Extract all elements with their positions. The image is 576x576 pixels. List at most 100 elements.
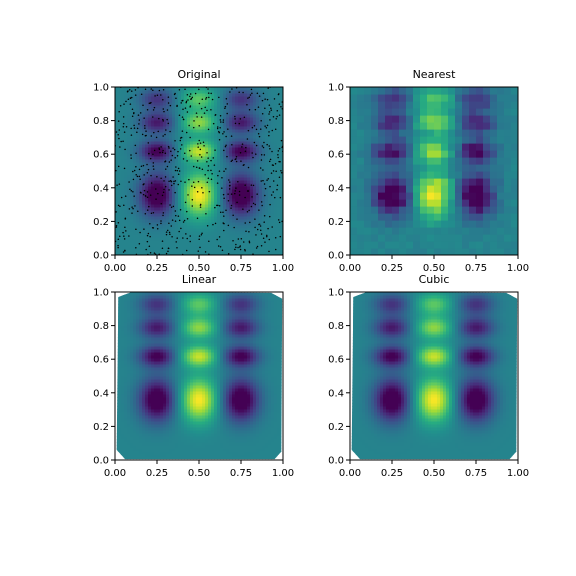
heatmap-cell: [115, 150, 119, 154]
heatmap-cell: [130, 391, 134, 395]
heatmap-cell: [256, 213, 260, 217]
heatmap-cell: [483, 136, 491, 144]
heatmap-cell: [118, 216, 122, 220]
sample-point: [262, 179, 264, 182]
heatmap-cell: [371, 122, 379, 130]
heatmap-cell: [145, 249, 149, 253]
heatmap-cell: [220, 231, 224, 235]
heatmap-cell: [268, 171, 272, 175]
heatmap-cell: [157, 147, 161, 151]
heatmap-cell: [420, 220, 428, 228]
heatmap-cell: [202, 135, 206, 139]
sample-point: [179, 208, 182, 211]
heatmap-cell: [406, 157, 414, 165]
heatmap-cell: [274, 201, 278, 205]
heatmap-cell: [241, 156, 245, 160]
heatmap-cell: [268, 252, 272, 255]
heatmap-cell: [148, 165, 152, 169]
heatmap-cell: [190, 192, 194, 196]
heatmap-cell: [280, 222, 283, 226]
heatmap-cell: [250, 132, 254, 136]
heatmap-cell: [139, 391, 143, 395]
sample-point: [230, 160, 233, 163]
sample-point: [185, 101, 187, 104]
sample-point: [277, 153, 279, 156]
heatmap-cell: [121, 252, 125, 255]
heatmap-cell: [504, 185, 512, 193]
heatmap-cell: [127, 328, 131, 332]
heatmap-cell: [241, 111, 245, 115]
sample-point: [229, 181, 231, 183]
heatmap-cell: [262, 105, 266, 109]
heatmap-cell: [232, 153, 236, 157]
sample-point: [246, 104, 248, 106]
heatmap-cell: [268, 108, 272, 112]
x-tick-label: 0.75: [230, 263, 252, 274]
heatmap-cell: [133, 198, 137, 202]
heatmap-cell: [160, 180, 164, 184]
heatmap-cell: [455, 192, 463, 200]
sample-point: [222, 211, 224, 214]
heatmap-cell: [226, 237, 230, 241]
heatmap-cell: [211, 126, 215, 130]
heatmap-cell: [121, 295, 125, 299]
heatmap-cell: [223, 201, 227, 205]
sample-point: [156, 224, 159, 226]
heatmap-cell: [238, 177, 242, 181]
heatmap-cell: [127, 120, 131, 124]
heatmap-cell: [217, 129, 221, 133]
heatmap-cell: [157, 237, 161, 241]
heatmap-cell: [193, 228, 197, 232]
heatmap-cell: [277, 240, 281, 244]
heatmap-cell: [497, 171, 505, 179]
sample-point: [199, 203, 202, 206]
heatmap-cell: [124, 403, 128, 407]
heatmap-cell: [193, 138, 197, 142]
heatmap-cell: [151, 147, 155, 151]
sample-point: [162, 135, 164, 137]
heatmap-cell: [226, 156, 230, 160]
sample-point: [174, 140, 176, 142]
heatmap-cell: [133, 412, 137, 416]
heatmap-cell: [184, 234, 188, 238]
heatmap-cell: [350, 101, 358, 109]
heatmap-cell: [511, 94, 518, 102]
heatmap-cell: [265, 138, 269, 142]
heatmap-cell: [497, 227, 505, 235]
sample-point: [267, 87, 269, 89]
heatmap-cell: [172, 111, 176, 115]
heatmap-image: [115, 87, 283, 255]
heatmap-cell: [265, 147, 269, 151]
heatmap-cell: [223, 180, 227, 184]
heatmap-cell: [136, 307, 140, 311]
heatmap-cell: [136, 162, 140, 166]
heatmap-cell: [238, 240, 242, 244]
heatmap-cell: [448, 227, 456, 235]
heatmap-cell: [364, 143, 372, 151]
heatmap-cell: [175, 252, 179, 255]
heatmap-cell: [118, 364, 122, 368]
heatmap-cell: [142, 388, 146, 392]
heatmap-cell: [357, 227, 365, 235]
heatmap-cell: [371, 129, 379, 137]
heatmap-cell: [262, 195, 266, 199]
heatmap-cell: [274, 246, 278, 250]
heatmap-cell: [142, 379, 146, 383]
heatmap-cell: [130, 352, 134, 356]
heatmap-cell: [357, 178, 365, 186]
heatmap-cell: [142, 457, 146, 460]
heatmap-cell: [253, 165, 257, 169]
heatmap-cell: [136, 195, 140, 199]
heatmap-cell: [118, 201, 122, 205]
heatmap-cell: [199, 99, 203, 103]
heatmap-cell: [175, 156, 179, 160]
heatmap-cell: [277, 132, 281, 136]
sample-point: [253, 125, 256, 127]
heatmap-cell: [142, 451, 146, 455]
heatmap-cell: [124, 144, 128, 148]
heatmap-cell: [235, 207, 239, 211]
heatmap-cell: [193, 105, 197, 109]
heatmap-cell: [139, 334, 143, 338]
heatmap-cell: [172, 102, 176, 106]
heatmap-cell: [483, 87, 491, 95]
